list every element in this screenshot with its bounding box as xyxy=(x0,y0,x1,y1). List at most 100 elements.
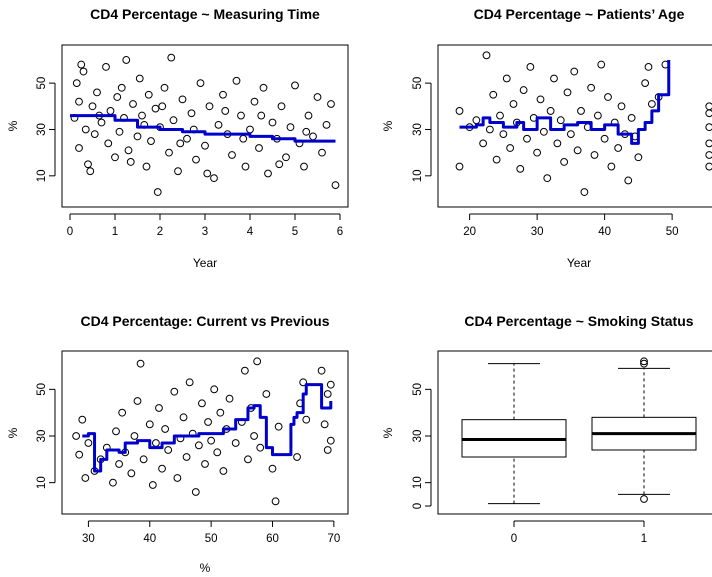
data-point xyxy=(526,63,535,71)
data-point xyxy=(277,102,286,111)
data-point xyxy=(210,174,218,183)
data-point xyxy=(135,74,144,83)
y-tick-label: 30 xyxy=(412,123,424,136)
data-point xyxy=(158,102,167,111)
data-point xyxy=(627,113,636,122)
data-point xyxy=(81,474,90,482)
data-point xyxy=(112,427,120,436)
x-tick-label: 40 xyxy=(598,226,611,238)
data-point xyxy=(115,127,124,136)
data-point xyxy=(196,79,205,88)
data-point xyxy=(72,79,81,88)
data-point xyxy=(509,100,518,108)
data-point xyxy=(133,397,142,405)
y-tick-label: 0 xyxy=(412,503,424,509)
data-point xyxy=(317,366,326,375)
data-point xyxy=(600,134,609,143)
data-point xyxy=(216,408,225,417)
data-point xyxy=(275,160,284,169)
data-point xyxy=(72,432,81,440)
data-point xyxy=(204,418,212,426)
data-point xyxy=(705,109,712,118)
panel-4-title: CD4 Percentage ~ Smoking Status xyxy=(464,313,693,329)
data-point xyxy=(170,387,179,396)
data-point xyxy=(539,127,548,136)
panel-3-x-axis: 30 40 50 60 70 xyxy=(82,520,340,545)
data-point xyxy=(88,102,97,111)
x-tick-label: 4 xyxy=(247,226,254,238)
data-point xyxy=(158,464,166,473)
data-point xyxy=(148,481,157,489)
data-point xyxy=(77,60,86,69)
data-point xyxy=(570,67,579,76)
data-point xyxy=(644,63,653,71)
data-point xyxy=(502,74,511,83)
x-tick-label: 5 xyxy=(292,226,298,238)
data-point xyxy=(106,107,115,115)
data-point xyxy=(187,109,196,118)
data-point xyxy=(300,162,308,171)
panel-3-points xyxy=(72,357,335,506)
data-point xyxy=(705,102,712,111)
data-point xyxy=(203,169,212,178)
panel-3-y-label: % xyxy=(6,427,20,438)
data-point xyxy=(90,130,99,139)
data-point xyxy=(519,86,528,94)
data-point xyxy=(214,120,223,129)
data-point xyxy=(225,394,234,403)
y-tick-label: 10 xyxy=(36,476,48,489)
data-point xyxy=(113,93,122,101)
x-tick-label: 70 xyxy=(327,533,340,545)
x-tick-label: 50 xyxy=(666,226,679,238)
x-tick-label: 20 xyxy=(463,226,476,238)
data-point xyxy=(138,111,146,120)
panel-2-y-label: % xyxy=(381,120,395,131)
data-point xyxy=(485,125,494,134)
panel-3-x-label: % xyxy=(200,561,211,575)
data-point xyxy=(705,162,712,171)
data-point xyxy=(192,155,200,164)
panel-1-smooth-line xyxy=(70,114,336,143)
data-point xyxy=(124,146,133,155)
data-point xyxy=(587,83,596,92)
data-point xyxy=(176,139,185,148)
data-point xyxy=(580,188,589,196)
panel-1-y-label: % xyxy=(6,120,20,131)
data-point xyxy=(240,366,249,375)
panel-4-y-label: % xyxy=(381,427,395,438)
data-point xyxy=(152,439,160,447)
data-point xyxy=(117,83,126,92)
data-point xyxy=(264,169,272,178)
y-tick-label: 10 xyxy=(412,476,424,489)
data-point xyxy=(153,188,162,196)
data-point xyxy=(256,443,265,452)
data-point xyxy=(136,359,145,368)
data-point xyxy=(191,488,200,496)
data-point xyxy=(232,76,241,85)
panel-1-x-axis: 0 1 2 3 4 5 6 xyxy=(67,213,343,238)
panel-2-y-axis: 10 30 50 xyxy=(412,77,432,182)
data-point xyxy=(506,144,515,152)
data-point xyxy=(183,134,191,143)
data-point xyxy=(210,385,219,394)
data-point xyxy=(282,153,290,162)
y-tick-label: 50 xyxy=(412,383,424,396)
data-point xyxy=(145,420,154,429)
data-point xyxy=(291,81,299,90)
data-point xyxy=(109,478,117,487)
data-point xyxy=(244,455,252,464)
data-point xyxy=(250,97,259,106)
data-point xyxy=(322,120,331,129)
data-point xyxy=(304,111,313,120)
panel-1-title: CD4 Percentage ~ Measuring Time xyxy=(90,6,320,22)
data-point xyxy=(75,97,83,106)
data-point xyxy=(160,83,169,92)
data-point xyxy=(167,53,176,62)
data-point xyxy=(81,125,90,134)
data-point xyxy=(139,455,148,464)
data-point xyxy=(614,144,623,152)
data-point xyxy=(219,90,227,99)
data-point xyxy=(326,436,335,445)
data-point xyxy=(309,132,317,141)
